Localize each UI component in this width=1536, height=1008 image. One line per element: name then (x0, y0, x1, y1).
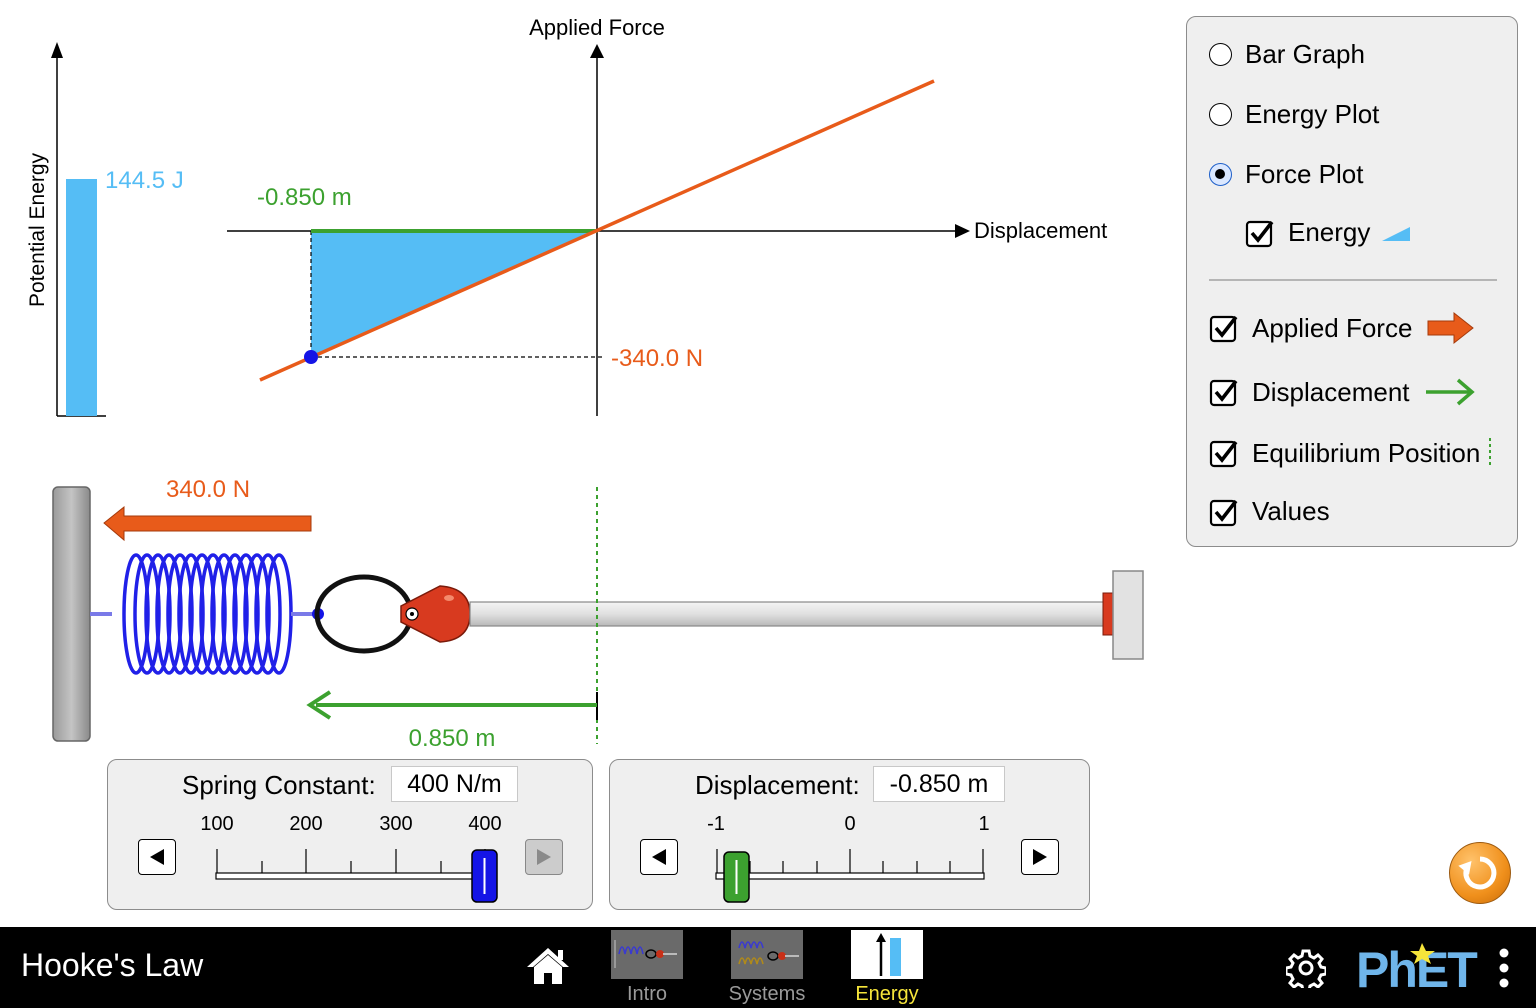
spring-constant-control: Spring Constant: 400 N/m 100 200 300 400 (107, 759, 593, 910)
phet-logo[interactable]: PhET (1354, 941, 1484, 998)
energy-checkbox[interactable]: Energy (1245, 217, 1412, 248)
checkbox-checked-icon[interactable] (1209, 377, 1239, 407)
potential-energy-bar-graph: Potential Energy 144.5 J (26, 42, 184, 417)
energy-screen-button[interactable]: Energy (847, 927, 927, 1008)
applied-force-arrow (103, 505, 312, 542)
radio-button-selected[interactable] (1209, 163, 1232, 186)
wall (52, 486, 91, 742)
home-icon[interactable] (525, 946, 571, 986)
displacement-control-label: Displacement: (695, 770, 860, 800)
y-axis-arrowhead (51, 42, 63, 58)
energy-area-legend-icon (1382, 226, 1411, 241)
spring-scene: 340.0 N (52, 476, 1144, 752)
spring-constant-decrement-button[interactable] (138, 839, 176, 875)
controls-panel: Bar Graph Energy Plot Force Plot Energy … (1186, 16, 1518, 547)
displacement-axis-label: Displacement (974, 218, 1107, 243)
sim-title: Hooke's Law (21, 947, 204, 983)
potential-energy-bar (66, 179, 97, 416)
energy-plot-radio[interactable]: Energy Plot (1209, 99, 1379, 130)
triangle-left-icon (150, 849, 164, 865)
force-plot: Applied Force Displacement -0.850 m -340… (227, 15, 1107, 416)
intro-screen-label: Intro (626, 983, 668, 1005)
spring-constant-value: 400 N/m (391, 766, 518, 802)
triangle-left-icon (652, 849, 666, 865)
radio-button[interactable] (1209, 103, 1232, 126)
settings-gear-icon[interactable] (1286, 948, 1326, 988)
energy-screen-icon (851, 930, 923, 979)
displacement-slider-track[interactable] (708, 844, 998, 904)
tick-label: 200 (289, 813, 323, 835)
values-checkbox-label: Values (1252, 496, 1330, 526)
tick-label: 100 (200, 813, 234, 835)
navigation-bar: Hooke's Law Intro Systems (0, 927, 1536, 1008)
robot-rod (469, 601, 1109, 627)
applied-force-axis-label: Applied Force (529, 15, 665, 40)
robot-grabber-handle[interactable] (400, 585, 471, 643)
displacement-value: 0.850 m (409, 725, 496, 752)
tick-label: 0 (844, 813, 856, 835)
divider (1209, 279, 1497, 281)
reset-all-button[interactable] (1449, 842, 1511, 904)
spring-constant-label: Spring Constant: (182, 770, 376, 800)
triangle-right-icon (1033, 849, 1047, 865)
equilibrium-position-checkbox[interactable]: Equilibrium Position (1209, 436, 1494, 470)
bar-graph-label: Bar Graph (1245, 39, 1365, 69)
systems-screen-icon (731, 930, 803, 979)
plot-point (304, 350, 318, 364)
equilibrium-line-icon (1489, 438, 1492, 468)
y-axis-arrowhead (590, 44, 604, 58)
potential-energy-axis-label: Potential Energy (26, 152, 49, 307)
displacement-checkbox[interactable]: Displacement (1209, 375, 1476, 409)
displacement-control-value: -0.850 m (873, 766, 1005, 802)
spring-constant-slider-track[interactable] (208, 844, 508, 904)
applied-force-line (259, 79, 935, 382)
checkbox-checked-icon[interactable] (1209, 313, 1239, 343)
potential-energy-value: 144.5 J (105, 167, 184, 194)
displacement-checkbox-label: Displacement (1252, 376, 1410, 407)
tick-label: -1 (707, 813, 725, 835)
values-checkbox[interactable]: Values (1209, 496, 1330, 527)
tick-label: 1 (978, 813, 990, 835)
checkbox-checked-icon[interactable] (1209, 438, 1239, 468)
tick-label: 300 (379, 813, 413, 835)
checkbox-checked-icon[interactable] (1245, 218, 1275, 248)
systems-screen-button[interactable]: Systems (727, 927, 807, 1008)
displacement-decrement-button[interactable] (640, 839, 678, 875)
displacement-slider-thumb[interactable] (722, 850, 752, 906)
systems-screen-label: Systems (728, 983, 806, 1005)
intro-screen-button[interactable]: Intro (607, 927, 687, 1008)
equilibrium-position-checkbox-label: Equilibrium Position (1252, 437, 1481, 468)
hook-ring (314, 574, 414, 654)
triangle-right-icon (537, 849, 551, 865)
spring (90, 553, 324, 675)
energy-checkbox-label: Energy (1288, 217, 1371, 247)
phet-logo-text: PhET (1356, 942, 1477, 997)
spring-constant-slider-thumb[interactable] (470, 848, 500, 906)
energy-plot-label: Energy Plot (1245, 99, 1380, 129)
displacement-increment-button[interactable] (1021, 839, 1059, 875)
energy-screen-label: Energy (855, 983, 919, 1005)
displacement-arrow-icon (1425, 378, 1475, 406)
reset-icon (1458, 856, 1497, 890)
force-plot-radio[interactable]: Force Plot (1209, 159, 1364, 190)
more-options-icon[interactable] (1496, 946, 1512, 990)
tick-label: 400 (468, 813, 502, 835)
intro-screen-icon (611, 930, 683, 979)
applied-force-arrow-icon (1427, 311, 1475, 345)
robot-base (1112, 570, 1144, 660)
phet-logo-icon: PhET (1356, 942, 1479, 998)
plot-displacement-value: -0.850 m (257, 184, 352, 211)
x-axis-arrowhead (955, 224, 970, 238)
applied-force-checkbox[interactable]: Applied Force (1209, 311, 1476, 345)
applied-force-checkbox-label: Applied Force (1252, 312, 1413, 343)
checkbox-checked-icon[interactable] (1209, 497, 1239, 527)
radio-button[interactable] (1209, 43, 1232, 66)
plot-force-value: -340.0 N (611, 345, 703, 372)
applied-force-value: 340.0 N (166, 476, 250, 503)
bar-graph-radio[interactable]: Bar Graph (1209, 39, 1365, 70)
force-plot-label: Force Plot (1245, 159, 1364, 189)
spring-constant-increment-button[interactable] (525, 839, 563, 875)
displacement-control: Displacement: -0.850 m -1 0 1 (609, 759, 1090, 910)
